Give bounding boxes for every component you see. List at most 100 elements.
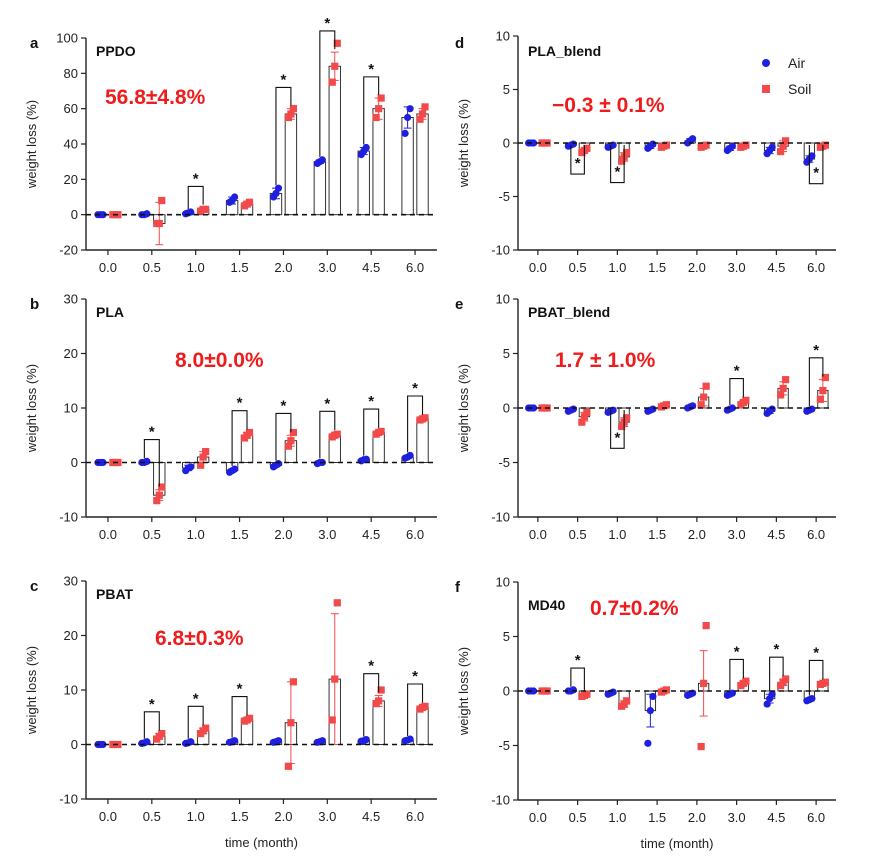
- x-tick-label: 6.0: [807, 527, 825, 542]
- air-point: [318, 156, 326, 164]
- soil-point: [202, 205, 210, 213]
- soil-point: [287, 110, 295, 118]
- y-tick-label: 30: [64, 292, 78, 307]
- significance-star: *: [324, 15, 330, 32]
- soil-point: [158, 196, 166, 205]
- significance-star: *: [149, 424, 155, 441]
- air-point: [530, 139, 538, 147]
- soil-point: [421, 103, 429, 111]
- x-tick-label: 1.0: [608, 260, 626, 275]
- legend-entry: Air: [788, 55, 805, 71]
- soil-point: [583, 408, 591, 416]
- x-tick-label: 4.5: [362, 527, 380, 542]
- soil-point: [375, 105, 383, 113]
- y-tick-label: 40: [64, 137, 78, 152]
- air-point: [187, 208, 195, 216]
- soil-point: [821, 373, 829, 382]
- soil-point: [662, 141, 670, 149]
- significance-star: *: [281, 71, 287, 88]
- air-point: [649, 140, 657, 148]
- x-tick-label: 0.5: [569, 810, 587, 825]
- panel-d: -10 -5 0 5 10 0.0 0.5 1.0 1.5 2.0 3.0 4.5 6.0 weight …: [455, 29, 836, 275]
- significance-star: *: [368, 61, 374, 78]
- air-point: [569, 686, 577, 694]
- significance-star: *: [773, 641, 779, 658]
- weight-loss-annotation: 8.0±0.0%: [175, 349, 264, 372]
- significance-bracket: [187, 705, 204, 739]
- panel-c: -10 0 10 20 30 0.0 0.5 1.0 1.5 2.0 3.0 4.5 6.0 weight…: [24, 574, 437, 850]
- x-tick-label: 1.5: [231, 260, 249, 275]
- soil-point: [333, 430, 341, 438]
- soil-point: [742, 677, 750, 685]
- air-point: [362, 455, 370, 463]
- significance-bracket: [729, 658, 744, 691]
- legend-marker-soil: [762, 85, 770, 93]
- x-tick-label: 3.0: [728, 810, 746, 825]
- soil-point: [623, 414, 631, 422]
- significance-bracket: [610, 145, 625, 184]
- air-point: [274, 184, 283, 192]
- soil-point: [289, 428, 297, 437]
- panel-title: PPDO: [96, 43, 136, 59]
- soil-point: [580, 413, 588, 421]
- x-tick-label: 2.0: [274, 809, 292, 824]
- y-tick-label: 0: [71, 207, 78, 222]
- y-tick-label: 100: [56, 31, 78, 46]
- soil-point: [702, 141, 710, 149]
- x-tick-label: 6.0: [406, 260, 424, 275]
- soil-point: [377, 427, 385, 436]
- air-point: [187, 463, 195, 471]
- soil-point: [375, 697, 383, 705]
- significance-bracket: [570, 145, 585, 175]
- y-axis-label: weight loss (%): [24, 100, 39, 189]
- soil-point: [245, 428, 254, 437]
- significance-star: *: [813, 342, 819, 359]
- air-point: [646, 707, 654, 715]
- y-tick-label: 0: [503, 684, 510, 699]
- air-point: [99, 458, 107, 467]
- soil-point: [377, 686, 385, 694]
- x-tick-label: 4.5: [767, 810, 785, 825]
- significance-star: *: [734, 363, 740, 380]
- soil-point: [821, 141, 829, 149]
- significance-bracket: [769, 656, 784, 692]
- soil-point: [287, 437, 295, 445]
- panel-title: PBAT: [96, 586, 134, 602]
- soil-point: [421, 702, 429, 710]
- y-axis-label: weight loss (%): [456, 364, 471, 453]
- soil-point: [331, 62, 339, 70]
- y-tick-label: 0: [503, 401, 510, 416]
- x-tick-label: 4.5: [767, 260, 785, 275]
- y-tick-label: -10: [491, 243, 510, 258]
- soil-bar: [416, 113, 429, 216]
- air-point: [569, 405, 577, 413]
- x-tick-label: 0.5: [143, 809, 161, 824]
- y-tick-label: 10: [496, 292, 510, 307]
- soil-point: [777, 391, 785, 399]
- significance-star: *: [193, 170, 199, 187]
- significance-star: *: [412, 380, 418, 397]
- soil-point: [702, 382, 710, 390]
- y-tick-label: 0: [71, 455, 78, 470]
- significance-bracket: [407, 395, 424, 453]
- y-tick-label: 80: [64, 66, 78, 81]
- x-tick-label: 0.5: [143, 527, 161, 542]
- significance-bracket: [570, 667, 585, 692]
- x-tick-label: 2.0: [688, 810, 706, 825]
- soil-point: [289, 678, 297, 686]
- significance-star: *: [614, 164, 620, 181]
- y-tick-label: 20: [64, 172, 78, 187]
- significance-star: *: [813, 165, 819, 182]
- y-tick-label: 10: [496, 29, 510, 44]
- soil-point: [158, 483, 166, 491]
- x-tick-label: 1.0: [608, 810, 626, 825]
- weight-loss-annotation: 1.7 ± 1.0%: [555, 349, 656, 372]
- air-point: [406, 105, 414, 113]
- panel-letter: e: [455, 296, 463, 313]
- significance-star: *: [368, 658, 374, 675]
- soil-point: [421, 414, 429, 422]
- y-tick-label: 5: [503, 346, 510, 361]
- significance-bracket: [143, 439, 160, 487]
- x-tick-label: 0.0: [529, 527, 547, 542]
- x-tick-label: 1.0: [608, 527, 626, 542]
